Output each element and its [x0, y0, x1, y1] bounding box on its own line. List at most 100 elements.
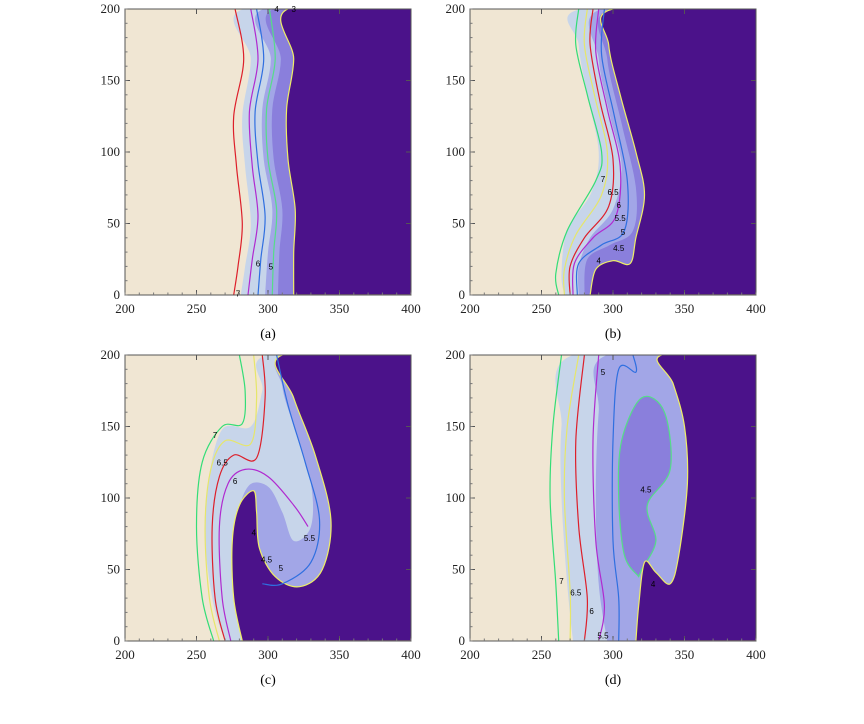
axes: 200 250 300 350 400 0 50 100 150 200: [101, 347, 421, 662]
y-tick-label: 150: [101, 419, 121, 434]
y-tick-label: 150: [446, 419, 466, 434]
contour-label: 5.5: [304, 534, 316, 543]
y-tick-label: 200: [446, 347, 466, 362]
contour-label: 5: [621, 228, 626, 237]
contour-band-4: [280, 9, 411, 295]
y-tick-label: 0: [114, 633, 121, 648]
contour-label: 4: [274, 5, 279, 14]
x-tick-label: 250: [187, 647, 207, 662]
y-tick-label: 100: [101, 490, 121, 505]
x-tick-label: 250: [532, 301, 552, 316]
contour-line-3: [211, 355, 266, 641]
contour-label: 6.5: [217, 458, 229, 467]
x-tick-label: 200: [115, 647, 135, 662]
contour-chart-3: 200 250 300 350 400 0 50 100 150 200 7 6.5 6 5.5 4 4.5 5…: [101, 347, 421, 688]
contour-label: 7: [601, 175, 606, 184]
y-tick-label: 100: [101, 144, 121, 159]
contour-line-2: [562, 9, 609, 295]
y-tick-label: 100: [446, 490, 466, 505]
contour-line-4: [218, 468, 309, 641]
contour-label: 5: [269, 262, 274, 271]
y-tick-label: 50: [452, 562, 465, 577]
plot-area: [125, 355, 411, 641]
contour-line-1: [232, 9, 245, 295]
y-tick-label: 50: [452, 216, 465, 231]
contour-label: 4.5: [261, 555, 273, 564]
contour-line-1: [195, 355, 247, 641]
plot-area: [470, 355, 756, 641]
axes: 200 250 300 350 400 0 50 100 150 200: [446, 347, 766, 662]
contour-line-2: [247, 9, 259, 295]
y-tick-label: 0: [459, 287, 466, 302]
axes: 200 250 300 350 400 0 50 100 150 200: [446, 1, 766, 316]
x-tick-label: 350: [330, 647, 350, 662]
contour-band-3: [617, 395, 672, 578]
x-tick-label: 250: [187, 301, 207, 316]
contour-label: 4.5: [613, 244, 625, 253]
contour-line-4: [571, 9, 622, 295]
contour-line-5: [575, 9, 629, 295]
contour-label: 6: [589, 607, 594, 616]
x-tick-label: 400: [746, 647, 766, 662]
panel-caption: (b): [605, 327, 622, 342]
contour-label: 4: [596, 257, 601, 266]
contour-label: 6: [233, 477, 238, 486]
contour-chart-2: 200 250 300 350 400 0 50 100 150 200 76.5 6 5.5 5 4.5 4…: [446, 1, 766, 342]
contour-label: 7: [236, 290, 241, 299]
x-tick-label: 300: [603, 301, 623, 316]
contour-label: 6.5: [607, 188, 619, 197]
y-tick-label: 200: [101, 347, 121, 362]
x-tick-label: 400: [401, 647, 421, 662]
contour-label: 5: [601, 368, 606, 377]
plot-area: [470, 9, 756, 295]
contour-label: 3: [292, 5, 297, 14]
y-tick-label: 200: [446, 1, 466, 16]
contour-line-3: [574, 355, 589, 641]
contour-label: 4.5: [640, 485, 652, 494]
plot-area: [125, 9, 411, 295]
contour-line-2: [204, 355, 258, 641]
x-tick-label: 200: [115, 301, 135, 316]
contour-label: 5: [279, 564, 284, 573]
contour-label: 4: [251, 528, 256, 537]
x-tick-label: 200: [460, 301, 480, 316]
contour-line-4: [592, 355, 606, 641]
contour-label: 5.5: [597, 631, 609, 640]
x-tick-label: 350: [675, 647, 695, 662]
x-tick-label: 400: [746, 301, 766, 316]
y-tick-label: 0: [114, 287, 121, 302]
contour-line-4: [265, 9, 278, 295]
contour-label: 7: [213, 431, 218, 440]
x-tick-label: 300: [258, 301, 278, 316]
y-tick-label: 50: [107, 562, 120, 577]
contour-label: 4: [651, 580, 656, 589]
x-tick-label: 300: [258, 647, 278, 662]
x-tick-label: 250: [532, 647, 552, 662]
y-tick-label: 50: [107, 216, 120, 231]
contour-chart-1: 200 250 300 350 400 0 50 100 150 200 4 3 6 5 7 (a): [101, 1, 421, 342]
contour-label: 6.5: [570, 588, 582, 597]
contour-label: 6: [256, 260, 261, 269]
x-tick-label: 400: [401, 301, 421, 316]
contour-label: 6: [616, 201, 621, 210]
panel-caption: (d): [605, 673, 622, 688]
x-tick-label: 350: [675, 301, 695, 316]
contour-band-4: [589, 9, 756, 295]
contour-line-1: [554, 9, 603, 295]
panel-caption: (c): [260, 673, 276, 688]
contour-line-1: [549, 355, 563, 641]
y-tick-label: 150: [446, 73, 466, 88]
x-tick-label: 200: [460, 647, 480, 662]
panel-caption: (a): [260, 327, 276, 342]
y-tick-label: 150: [101, 73, 121, 88]
y-tick-label: 0: [459, 633, 466, 648]
contour-chart-4: 200 250 300 350 400 0 50 100 150 200 5 4.5 7 6.5 6 5.5 4…: [446, 347, 766, 688]
contour-line-3: [568, 9, 615, 295]
y-tick-label: 200: [101, 1, 121, 16]
contour-line-5: [611, 355, 638, 641]
contour-label: 5.5: [615, 214, 627, 223]
contour-band-4: [635, 355, 756, 641]
contour-band-3: [231, 355, 411, 641]
contour-line-2: [563, 355, 580, 641]
contour-line-5: [262, 355, 321, 586]
